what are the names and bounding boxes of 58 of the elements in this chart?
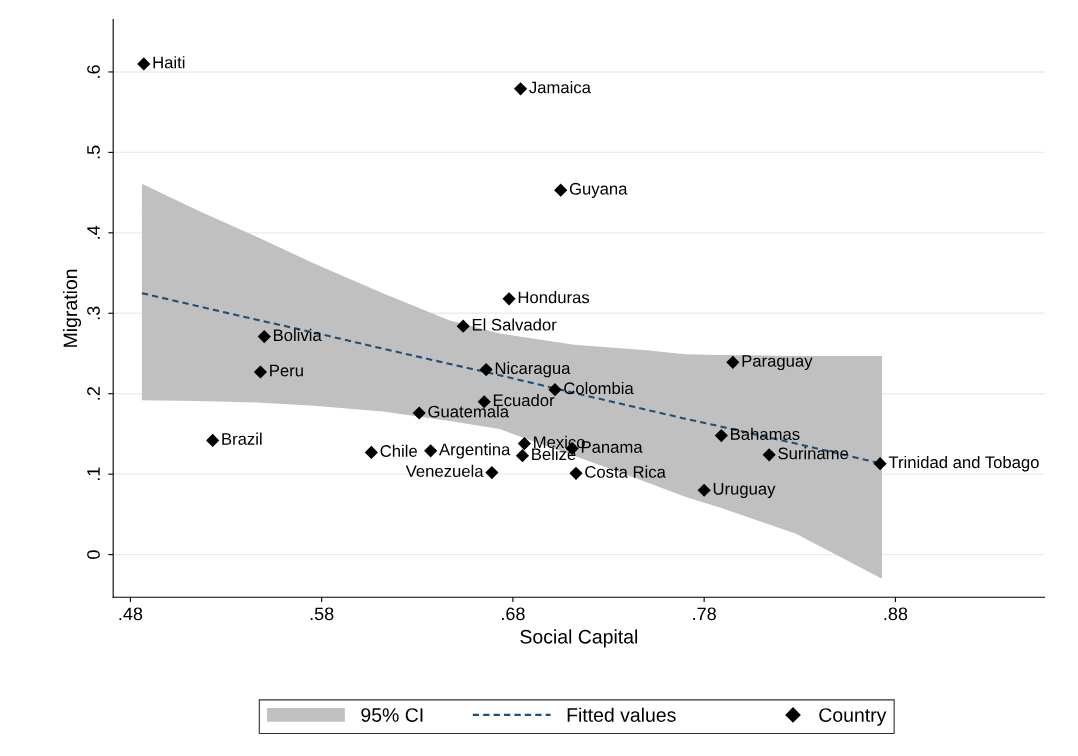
y-tick-label: .4	[87, 225, 100, 239]
x-tick-label: .58	[310, 607, 334, 621]
x-tick-label: .88	[884, 607, 908, 621]
point	[206, 433, 220, 447]
annotation: Argentina	[439, 443, 511, 459]
point	[364, 445, 378, 460]
annotation: El Salvador	[472, 318, 557, 331]
annotation: Guatemala	[428, 405, 510, 418]
point	[762, 448, 776, 462]
annotation: Uruguay	[713, 483, 776, 499]
point	[479, 363, 493, 377]
annotation: Bolivia	[273, 328, 322, 342]
point	[554, 183, 568, 197]
annotation: Jamaica	[529, 81, 591, 94]
annotation: Haiti	[153, 56, 185, 69]
x-tick-label: .68	[502, 607, 525, 621]
y-tick-label: .3	[87, 306, 100, 320]
annotation: Ecuador	[493, 393, 555, 407]
annotation: Brazil	[222, 432, 262, 445]
x-tick-label: .48	[119, 607, 143, 621]
point	[873, 457, 887, 471]
annotation: Trinidad and Tobago	[888, 455, 1039, 472]
annotation: Nicaragua	[495, 361, 571, 378]
annotation: Paraguay	[742, 355, 813, 371]
point	[714, 428, 728, 443]
annotation: Suriname	[778, 447, 849, 460]
text: 95% CI	[361, 708, 423, 722]
x-axis-title: Social Capital	[520, 629, 638, 648]
annotation: Venezuela	[405, 464, 484, 478]
point	[726, 355, 740, 369]
point	[513, 82, 528, 96]
point	[485, 465, 499, 480]
y-tick-label: .2	[87, 387, 100, 400]
point	[253, 365, 268, 379]
annotation: Guyana	[569, 182, 628, 198]
point	[502, 292, 516, 306]
point	[697, 483, 711, 497]
point	[412, 406, 426, 420]
x-tick-label: .78	[693, 607, 716, 621]
point	[424, 444, 438, 458]
point	[456, 319, 470, 333]
annotation: Peru	[270, 364, 303, 377]
legend-label: Fitted values	[567, 707, 676, 722]
y-tick-label: 0	[87, 550, 100, 559]
y-tick-label: .6	[87, 65, 100, 78]
legend-label: Country	[819, 708, 887, 726]
annotation: Honduras	[518, 291, 590, 304]
y-tick-label: .5	[87, 145, 100, 159]
annotation: Colombia	[564, 381, 634, 395]
annotation: Chile	[380, 444, 417, 457]
point	[517, 437, 531, 451]
annotation: Costa Rica	[585, 465, 666, 478]
y-tick-label: .1	[87, 467, 100, 481]
y-axis-title: Migration	[62, 269, 82, 347]
point	[137, 57, 151, 71]
point	[257, 330, 271, 344]
point	[569, 466, 583, 480]
point	[515, 449, 530, 463]
